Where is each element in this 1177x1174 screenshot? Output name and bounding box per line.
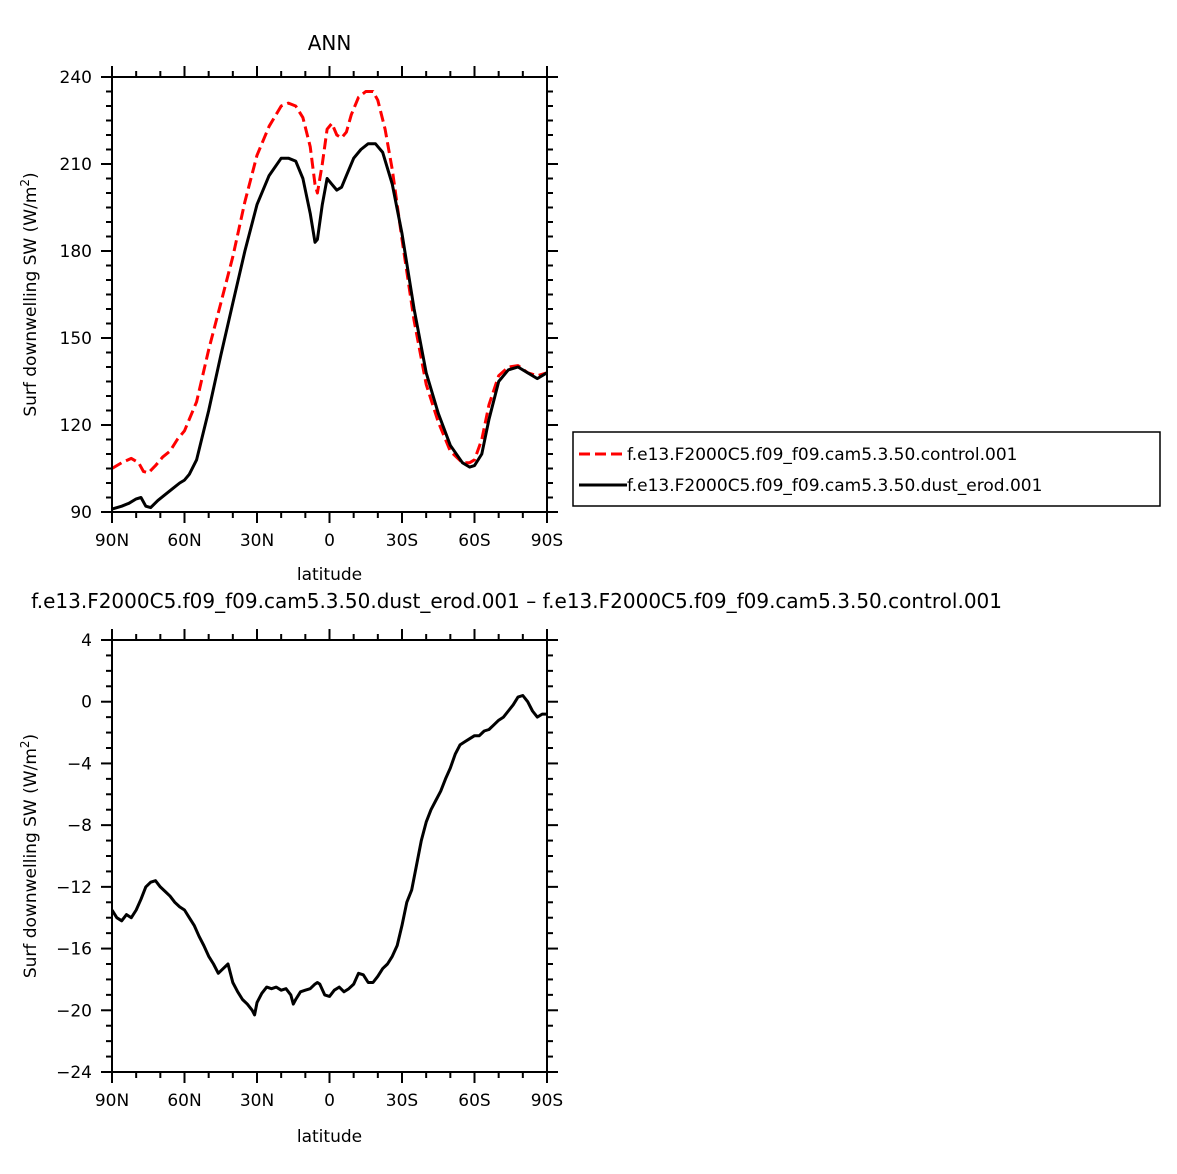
y-tick-label: −16 [56,940,92,960]
y-tick-label: 210 [60,155,92,175]
y-axis-label-sup: 2 [18,179,32,187]
x-tick-label: 30N [240,1091,274,1111]
chart-title: f.e13.F2000C5.f09_f09.cam5.3.50.dust_ero… [31,589,1002,613]
x-tick-label: 60S [458,1091,490,1111]
legend-label: f.e13.F2000C5.f09_f09.cam5.3.50.dust_ero… [627,476,1042,496]
x-tick-label: 30S [386,531,418,551]
y-axis-label-close: ) [21,734,41,741]
x-tick-label: 60N [167,1091,201,1111]
y-tick-label: 240 [60,68,92,88]
plot-frame [111,76,548,513]
x-tick-label: 0 [324,531,335,551]
y-tick-label: 0 [81,693,92,713]
y-tick-label: −24 [56,1063,92,1083]
y-tick-label: 150 [60,329,92,349]
y-tick-label: −4 [67,754,92,774]
x-tick-label: 60S [458,531,490,551]
x-tick-label: 90N [95,531,129,551]
x-axis-label: latitude [297,565,362,585]
y-tick-label: −20 [56,1001,92,1021]
legend: f.e13.F2000C5.f09_f09.cam5.3.50.control.… [572,431,1161,507]
y-axis-label-main: Surf downwelling SW (W/m [21,748,41,978]
x-tick-label: 90N [95,1091,129,1111]
x-tick-label: 30N [240,531,274,551]
y-axis-label: Surf downwelling SW (W/m2) [18,734,41,978]
chart-title: ANN [308,31,352,55]
y-tick-label: −8 [67,816,92,836]
y-axis-label: Surf downwelling SW (W/m2) [18,172,41,416]
series-line-1 [112,90,547,475]
legend-box [572,431,1161,507]
x-tick-label: 0 [324,1091,335,1111]
x-tick-label: 90S [531,531,563,551]
y-axis-label-sup: 2 [18,740,32,748]
x-tick-label: 30S [386,1091,418,1111]
y-tick-label: 180 [60,242,92,262]
x-tick-label: 90S [531,1091,563,1111]
series-line-2 [112,142,547,511]
chart-1: 90 120 150 180 210 240 90N 60N 30N 0 30S 60S 90S lati… [18,31,1161,585]
y-tick-label: −12 [56,878,92,898]
y-tick-label: 120 [60,416,92,436]
y-tick-label: 4 [81,631,92,651]
x-tick-label: 60N [167,531,201,551]
chart-2: −24 −20 −16 −12 −8 −4 0 4 90N 60N 30N 0 30S 60S 90S lat… [18,589,1002,1147]
y-axis-label-close: ) [21,172,41,179]
y-tick-label: 90 [70,503,92,523]
plot-frame [111,639,548,1073]
y-axis-label-main: Surf downwelling SW (W/m [21,187,41,417]
x-axis-label: latitude [297,1127,362,1147]
legend-label: f.e13.F2000C5.f09_f09.cam5.3.50.control.… [627,445,1018,465]
series-line-1 [112,694,547,1017]
